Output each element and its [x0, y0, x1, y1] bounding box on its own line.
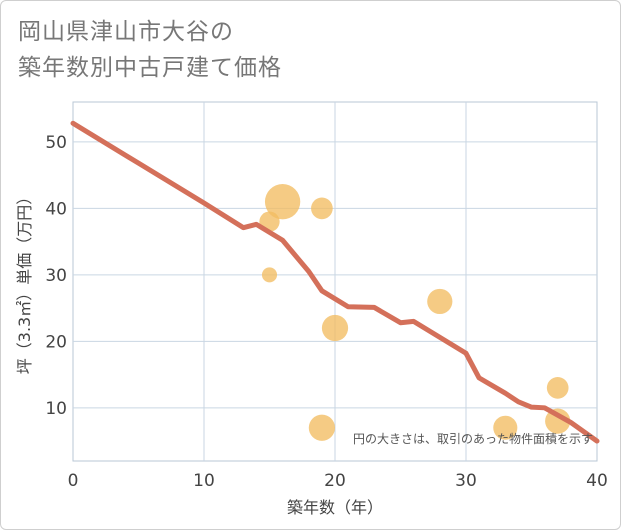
- x-tick-label: 30: [455, 471, 477, 491]
- bubble-point: [308, 414, 336, 441]
- x-tick-label: 0: [68, 471, 79, 491]
- x-axis-label: 築年数（年）: [287, 498, 383, 517]
- chart-title: 岡山県津山市大谷の 築年数別中古戸建て価格: [18, 14, 282, 86]
- y-axis-label: 坪（3.3㎡）単価（万円）: [15, 189, 34, 374]
- x-tick-label: 20: [324, 471, 346, 491]
- bubble-point: [493, 415, 518, 440]
- bubble-point: [546, 377, 569, 399]
- grid-lines: [73, 102, 597, 461]
- bubble-point: [264, 184, 301, 220]
- chart-title-line-2: 築年数別中古戸建て価格: [18, 55, 282, 81]
- bubble-point: [545, 408, 571, 434]
- trend-line: [70, 120, 600, 444]
- x-tick-label: 40: [586, 471, 608, 491]
- bubble-point: [261, 267, 278, 283]
- y-tick-label: 10: [45, 399, 67, 419]
- bubble-point: [321, 314, 349, 342]
- y-tick-label: 30: [45, 266, 67, 286]
- x-tick-label: 10: [193, 471, 215, 491]
- tick-labels: 0 10 20 30 40 10 20 30 40 50: [45, 133, 607, 491]
- size-annotation: 円の大きさは、取引のあった物件面積を示す: [353, 431, 593, 446]
- bubble-point: [427, 288, 453, 315]
- y-tick-label: 50: [45, 133, 67, 153]
- y-tick-label: 40: [45, 199, 67, 219]
- bubbles: [259, 184, 571, 441]
- y-tick-label: 20: [45, 332, 67, 352]
- chart-title-line-1: 岡山県津山市大谷の: [18, 19, 234, 45]
- bubble-point: [311, 197, 333, 220]
